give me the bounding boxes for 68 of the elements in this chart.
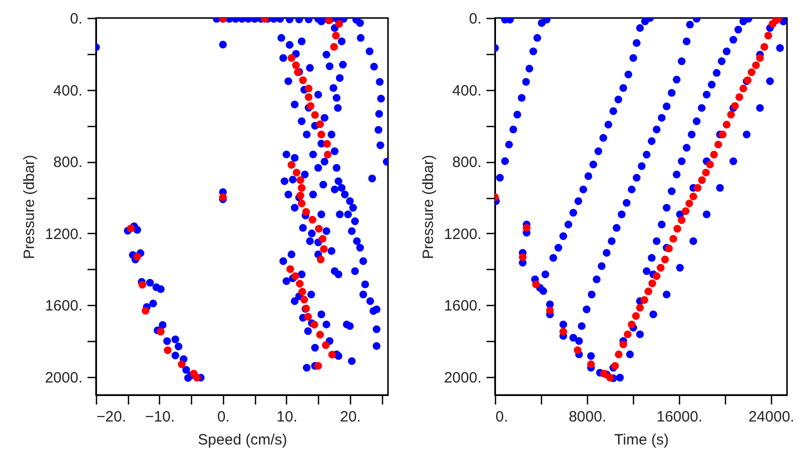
point: [323, 140, 331, 148]
point: [317, 130, 326, 138]
point: [178, 360, 186, 368]
point: [298, 184, 306, 192]
point: [311, 111, 319, 119]
point: [332, 32, 340, 40]
point: [133, 252, 142, 261]
y-tick-label: 800.: [452, 154, 482, 172]
y-axis-title: Pressure (dbar): [20, 154, 38, 260]
y-tick-label: 2000.: [44, 370, 82, 387]
y-tick-label: 1600.: [444, 298, 482, 315]
point: [298, 200, 306, 208]
x-tick-label: 0.: [496, 408, 508, 426]
point: [291, 272, 300, 280]
point: [156, 328, 165, 336]
point: [324, 150, 332, 158]
point: [193, 374, 201, 382]
point: [310, 320, 318, 328]
point: [292, 61, 300, 70]
point: [127, 224, 135, 232]
point: [286, 265, 294, 274]
x-tick-label: 0.: [217, 408, 230, 426]
point: [322, 341, 330, 349]
y-tick-label: 0.: [468, 10, 482, 28]
y-tick-label: 1600.: [44, 298, 82, 315]
point: [296, 176, 304, 184]
x-tick-label: 24000.: [748, 408, 794, 426]
point: [288, 54, 296, 62]
point: [300, 296, 308, 304]
point: [302, 208, 310, 216]
point: [288, 160, 296, 169]
x-tick-label: −10.: [145, 408, 175, 426]
y-tick-label: 400.: [452, 82, 482, 100]
x-tick-label: 16000.: [656, 408, 702, 426]
point: [314, 362, 322, 370]
x-tick-label: 8000.: [568, 408, 606, 426]
y-axis-title: Pressure (dbar): [420, 154, 437, 260]
y-tick-label: 1200.: [444, 226, 482, 243]
x-axis-title: Time (s): [614, 432, 669, 448]
x-tick-label: 10.: [276, 408, 298, 426]
point: [304, 93, 313, 102]
point: [138, 280, 146, 289]
y-tick-label: 2000.: [444, 370, 482, 387]
y-tick-label: 400.: [53, 82, 82, 100]
point: [299, 76, 307, 84]
y-tick-label: 800.: [53, 154, 82, 172]
point: [304, 84, 313, 92]
y-tick-label: 1200.: [44, 226, 82, 243]
x-axis-title: Speed (cm/s): [198, 432, 288, 448]
point: [316, 256, 325, 264]
point: [316, 120, 324, 128]
point: [164, 346, 172, 354]
point: [298, 288, 306, 296]
point: [308, 216, 316, 224]
point: [296, 280, 304, 288]
point: [142, 306, 150, 315]
point: [335, 20, 343, 28]
y-tick-label: 0.: [70, 10, 82, 28]
point: [304, 312, 312, 321]
point: [320, 245, 328, 253]
x-tick-label: −20.: [96, 408, 126, 426]
point: [328, 350, 336, 358]
point: [316, 330, 324, 339]
point: [314, 224, 323, 233]
point: [330, 43, 338, 51]
x-tick-label: 20.: [340, 408, 361, 426]
point: [292, 168, 300, 176]
point: [318, 234, 326, 243]
